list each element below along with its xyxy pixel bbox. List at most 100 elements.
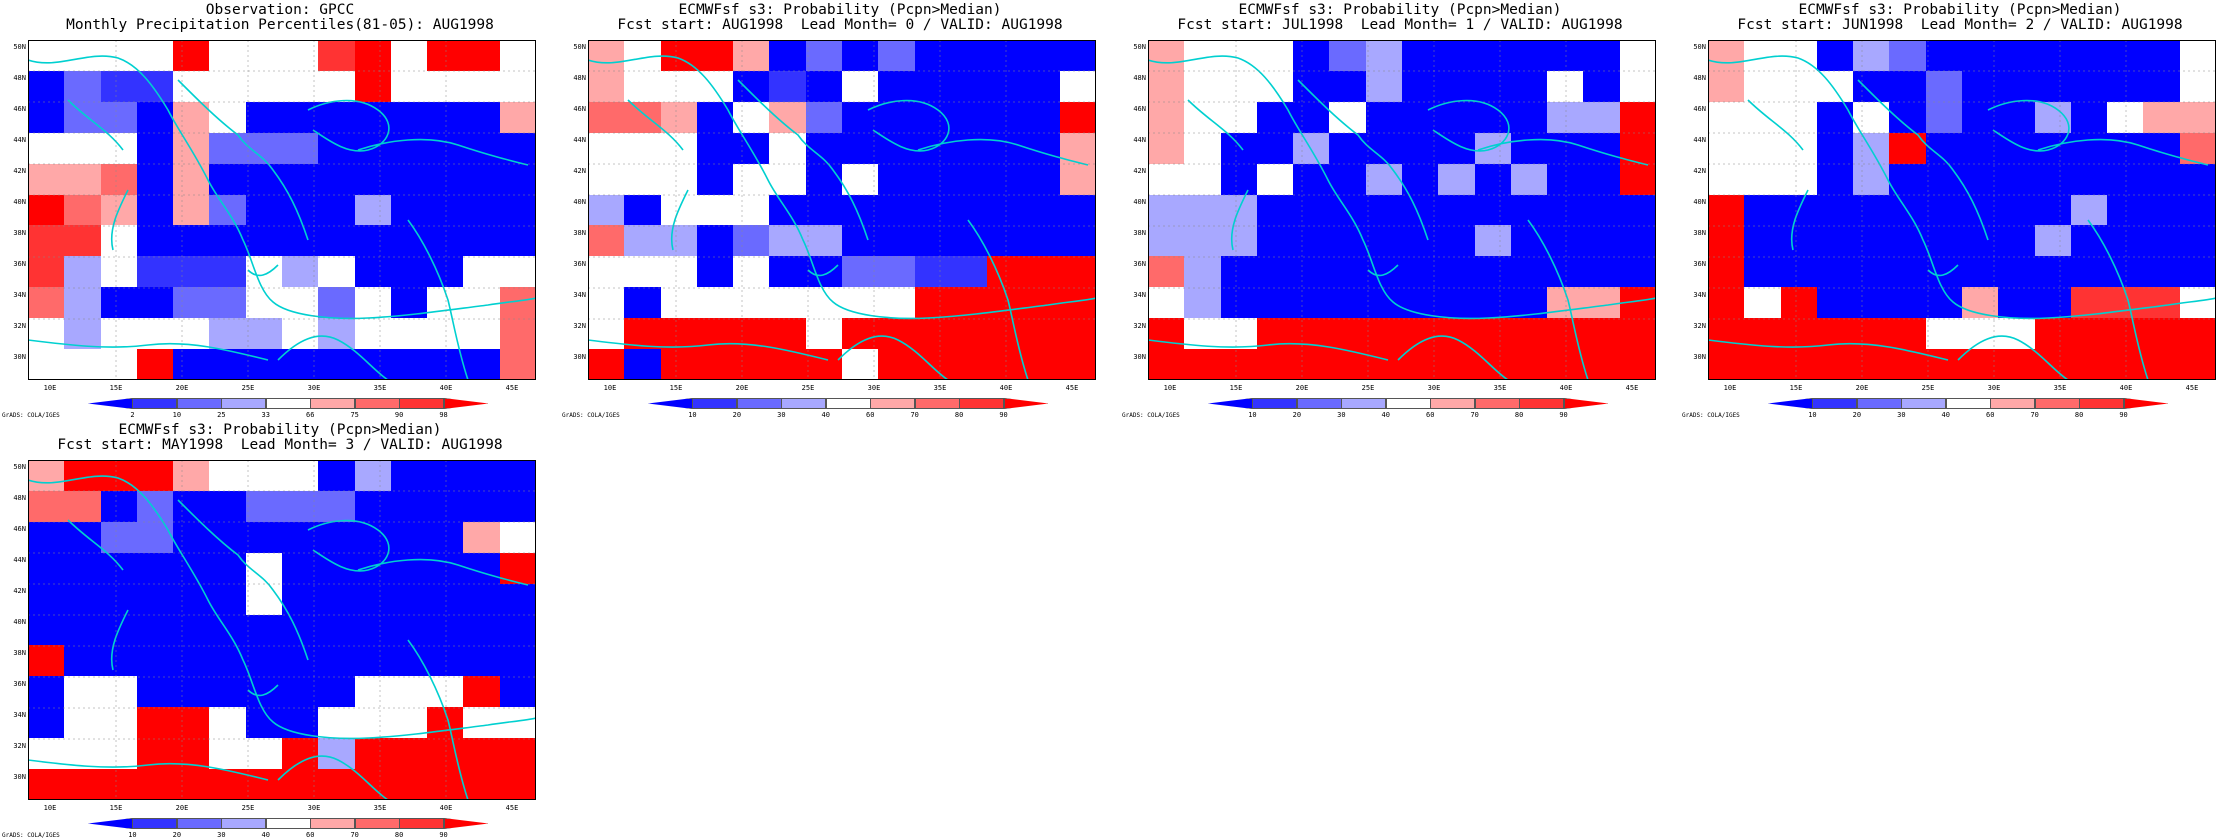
grid-cell <box>1365 101 1402 133</box>
lat-tick-label: 48N <box>1133 74 1146 82</box>
grid-cell <box>1329 349 1366 380</box>
colorbar-label: 40 <box>1941 411 1950 419</box>
colorbar-label: 10 <box>1248 411 1257 419</box>
grid-cell <box>136 40 174 71</box>
colorbar-swatch <box>1990 398 2036 409</box>
grid-cell <box>1583 318 1620 350</box>
grid-cell <box>499 738 536 770</box>
grid-cell <box>660 225 697 257</box>
grid-cell <box>64 676 101 708</box>
colorbar-label: 60 <box>306 831 315 839</box>
grid-cell <box>1474 225 1511 257</box>
lat-tick-label: 46N <box>13 525 26 533</box>
grid-cell <box>1401 163 1439 195</box>
grid-cell <box>624 101 661 133</box>
lat-tick-label: 40N <box>13 618 26 626</box>
lat-tick-label: 36N <box>1133 260 1146 268</box>
grid-cell <box>318 101 355 133</box>
grid-cell <box>696 132 734 164</box>
grid-cell <box>878 40 915 71</box>
grid-cell <box>245 738 282 770</box>
colorbar-label: 33 <box>261 411 270 419</box>
grid-cell <box>1059 194 1096 226</box>
colorbar-swatch <box>176 818 222 829</box>
lat-tick-label: 38N <box>1693 229 1706 237</box>
grid-cell <box>281 676 319 708</box>
lat-tick-label: 46N <box>1693 105 1706 113</box>
grid-cell <box>841 132 879 164</box>
grid-cell <box>209 318 246 350</box>
grid-cell <box>136 460 174 491</box>
grid-cell <box>1401 256 1439 288</box>
grid-cell <box>1547 40 1584 71</box>
grid-cell <box>1583 225 1620 257</box>
colorbar-swatch <box>648 398 693 409</box>
lat-tick-label: 48N <box>573 74 586 82</box>
grid-cell <box>696 287 734 319</box>
grid-cell <box>987 101 1024 133</box>
coastline <box>1148 40 1656 380</box>
grid-cell <box>390 163 428 195</box>
grid-cell <box>2107 132 2144 164</box>
panel-title: ECMWFsf s3: Probability (Pcpn>Median) <box>1238 2 1562 18</box>
grid-cell <box>950 70 988 102</box>
panel-title: ECMWFsf s3: Probability (Pcpn>Median) <box>1798 2 2122 18</box>
grid-cell <box>660 70 697 102</box>
grid-cell <box>1401 70 1439 102</box>
grid-cell <box>588 101 625 133</box>
grid-cell <box>136 707 174 739</box>
lat-tick-label: 30N <box>13 773 26 781</box>
grid-cell <box>1998 256 2035 288</box>
grid-cell <box>136 225 174 257</box>
colorbar-swatch <box>176 398 222 409</box>
grid-cell <box>1708 287 1745 319</box>
grid-cell <box>1961 70 1999 102</box>
grid-cell <box>660 256 697 288</box>
colorbar-swatch <box>1208 398 1253 409</box>
lat-tick-label: 40N <box>573 198 586 206</box>
grid-cell <box>1401 225 1439 257</box>
grid-cell <box>209 707 246 739</box>
grid-cell <box>463 194 500 226</box>
grid-cell <box>64 318 101 350</box>
grid-cell <box>100 349 137 380</box>
grads-credit: GrADS: COLA/IGES <box>1682 412 1740 419</box>
lon-tick-label: 15E <box>109 384 123 392</box>
grid-cell <box>173 676 210 708</box>
grid-cell <box>354 707 391 739</box>
grid-cell <box>1925 101 1962 133</box>
grid-cell <box>1998 318 2035 350</box>
colorbar-swatch <box>1430 398 1476 409</box>
grid-cell <box>136 349 174 380</box>
grid-cell <box>2179 101 2216 133</box>
lat-tick-label: 46N <box>13 105 26 113</box>
lon-tick-label: 20E <box>175 804 189 812</box>
grid-cell <box>1547 101 1584 133</box>
grid-cell <box>499 521 536 553</box>
grid-cell <box>805 132 842 164</box>
grid-cell <box>1744 132 1781 164</box>
grid-cell <box>1329 225 1366 257</box>
grid-cell <box>245 583 282 615</box>
panel-subtitle: Fcst start: JUN1998 Lead Month= 2 / VALI… <box>1737 17 2183 33</box>
colorbar-label: 80 <box>1514 411 1524 419</box>
grid-cell <box>1998 287 2035 319</box>
grid-cell <box>28 40 65 71</box>
grid-cell <box>318 460 355 491</box>
grid-cell <box>100 769 137 800</box>
colorbar-label: 30 <box>777 411 786 419</box>
grid-cell <box>1148 194 1185 226</box>
colorbar <box>88 818 489 829</box>
lon-tick-label: 10E <box>603 384 617 392</box>
grid-cell <box>588 70 625 102</box>
grid-cell <box>245 769 282 800</box>
colorbar-swatch <box>959 398 1005 409</box>
grid-cell <box>245 460 282 491</box>
grid-cell <box>1401 318 1439 350</box>
grid-cell <box>209 769 246 800</box>
colorbar-swatch <box>2034 398 2080 409</box>
grid-cell <box>1619 194 1656 226</box>
grid-cell <box>28 101 65 133</box>
grid-cell <box>209 583 246 615</box>
grid-cell <box>2179 194 2216 226</box>
